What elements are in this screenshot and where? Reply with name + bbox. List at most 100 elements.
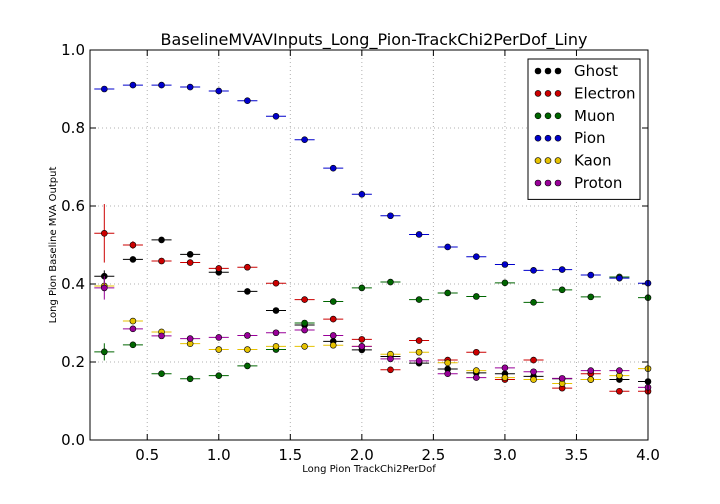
series-kaon <box>94 282 652 387</box>
data-point <box>329 298 337 305</box>
data-point <box>616 367 623 374</box>
legend-marker <box>534 67 542 75</box>
data-point <box>616 387 623 395</box>
data-point <box>272 343 280 350</box>
x-axis-label: Long Pion TrackChi2PerDof <box>302 464 436 475</box>
data-point <box>415 337 423 344</box>
data-point <box>387 366 394 374</box>
legend-marker <box>544 112 552 120</box>
data-point <box>473 367 480 374</box>
plot-frame <box>89 49 649 441</box>
data-point <box>301 343 308 350</box>
legend-marker <box>554 157 562 164</box>
data-point <box>415 357 423 365</box>
y-tick-label: 0.4 <box>61 275 85 293</box>
data-point <box>244 362 251 370</box>
x-tick-label: 1.0 <box>207 446 231 464</box>
data-point <box>387 212 394 220</box>
data-point <box>530 356 537 364</box>
legend-marker <box>554 112 562 120</box>
x-tick-label: 2.0 <box>350 446 374 464</box>
data-point <box>444 243 451 251</box>
y-tick-label: 1.0 <box>61 41 85 59</box>
data-point <box>186 259 194 266</box>
data-point <box>244 263 251 271</box>
y-tick-label: 0.8 <box>61 119 85 137</box>
data-point <box>101 85 108 93</box>
legend-marker <box>544 179 552 187</box>
legend-marker <box>554 179 562 187</box>
data-point <box>244 288 251 295</box>
data-point <box>358 336 366 343</box>
data-point <box>473 374 480 381</box>
data-point <box>158 236 165 244</box>
y-axis-label: Long Pion Baseline MVA Output <box>48 167 59 324</box>
legend-marker <box>544 157 552 164</box>
data-point <box>530 299 537 306</box>
data-point <box>358 284 366 292</box>
data-point <box>186 335 194 342</box>
data-point <box>444 370 451 378</box>
data-point <box>272 329 280 337</box>
data-point <box>501 279 509 287</box>
data-point <box>158 332 165 340</box>
data-point <box>244 346 251 353</box>
data-point <box>186 375 194 383</box>
data-point <box>587 271 595 279</box>
data-point <box>301 296 308 303</box>
data-point <box>587 293 595 301</box>
data-point <box>215 87 223 95</box>
data-point <box>444 359 451 367</box>
data-point <box>530 267 537 274</box>
legend-marker <box>544 67 552 75</box>
data-point <box>501 364 509 372</box>
legend-marker <box>554 90 562 97</box>
data-point <box>186 83 194 91</box>
data-point <box>473 293 480 300</box>
data-point <box>244 97 251 104</box>
data-point <box>129 317 137 325</box>
data-point <box>101 348 108 356</box>
data-point <box>415 231 423 238</box>
data-point <box>501 374 509 381</box>
y-tick-label: 0.0 <box>61 431 85 449</box>
data-point <box>301 326 308 334</box>
data-point <box>415 348 423 356</box>
series-pion <box>94 81 652 287</box>
legend-marker <box>544 134 552 142</box>
data-point <box>587 367 595 374</box>
legend-marker <box>534 134 542 142</box>
data-point <box>158 257 165 265</box>
x-tick-label: 0.5 <box>135 446 159 464</box>
data-point <box>558 286 566 294</box>
data-point <box>186 251 194 258</box>
data-point <box>129 241 137 249</box>
data-point <box>329 341 337 349</box>
legend-label: Electron <box>574 84 636 102</box>
data-point <box>129 341 137 349</box>
y-tick-label: 0.2 <box>61 353 85 371</box>
data-point <box>301 136 308 143</box>
data-point <box>301 319 308 327</box>
x-tick-label: 1.5 <box>278 446 302 464</box>
legend-marker <box>534 157 542 164</box>
data-point <box>501 261 509 268</box>
data-point <box>387 278 394 286</box>
data-point <box>272 113 280 120</box>
series-layer <box>94 81 652 395</box>
data-point <box>329 164 337 172</box>
data-point <box>101 230 108 237</box>
legend-marker <box>534 90 542 97</box>
data-point <box>158 370 165 378</box>
data-point <box>272 307 280 314</box>
data-point <box>129 325 137 333</box>
data-point <box>558 375 566 382</box>
y-tick-label: 0.6 <box>61 197 85 215</box>
data-point <box>415 296 423 303</box>
data-point <box>215 334 223 341</box>
data-point <box>215 372 223 379</box>
data-point <box>444 289 451 297</box>
legend-label: Ghost <box>574 62 618 80</box>
data-point <box>558 266 566 273</box>
